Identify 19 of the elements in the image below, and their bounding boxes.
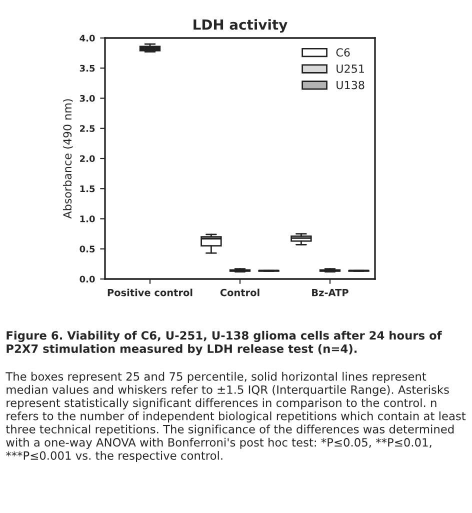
y-tick-label: 0.5 (80, 246, 95, 252)
y-tick-label: 2.0 (80, 155, 95, 162)
y-axis-title: Absorbance (490 nm) (62, 99, 73, 219)
x-tick-label: Control (220, 288, 260, 296)
y-tick-label: 3.0 (80, 94, 95, 102)
y-tick-label: 1.0 (80, 215, 95, 222)
legend-label: U138 (336, 80, 364, 90)
y-tick-label: 1.5 (80, 185, 95, 192)
x-tick-label: Bz-ATP (312, 289, 348, 296)
caption: Figure 6. Viability of C6, U-251, U-138 glioma cells after 24 hours of P2X7 stimulation measured by LDH release test (n=4). (6, 330, 442, 356)
legend-label: C6 (336, 48, 350, 57)
y-tick-label: 3.5 (80, 64, 95, 72)
y-tick-label: 0.0 (80, 276, 95, 283)
chart-title: LDH activity (194, 19, 288, 33)
y-tick-label: 2.5 (80, 125, 95, 132)
y-tick-label: 4.0 (80, 34, 95, 42)
legend-label: U251 (336, 64, 364, 73)
text: The boxes represent 25 and 75 percentile, solid horizontal lines represent median values and whiskers refer to ±1.5 IQR (Interquartile Range). Asterisks represent statistically significant differences in comparison to the control. n refers to the number of independent biological repetitions which contain at least three technical repetitions. The significance of the differences was determined with a one-way ANOVA with Bonferroni's post hoc test: *P≤0.05, **P≤0.01, ***P≤0.001 vs. the respective control. (6, 372, 466, 462)
x-tick-label: Positive control (108, 288, 192, 296)
